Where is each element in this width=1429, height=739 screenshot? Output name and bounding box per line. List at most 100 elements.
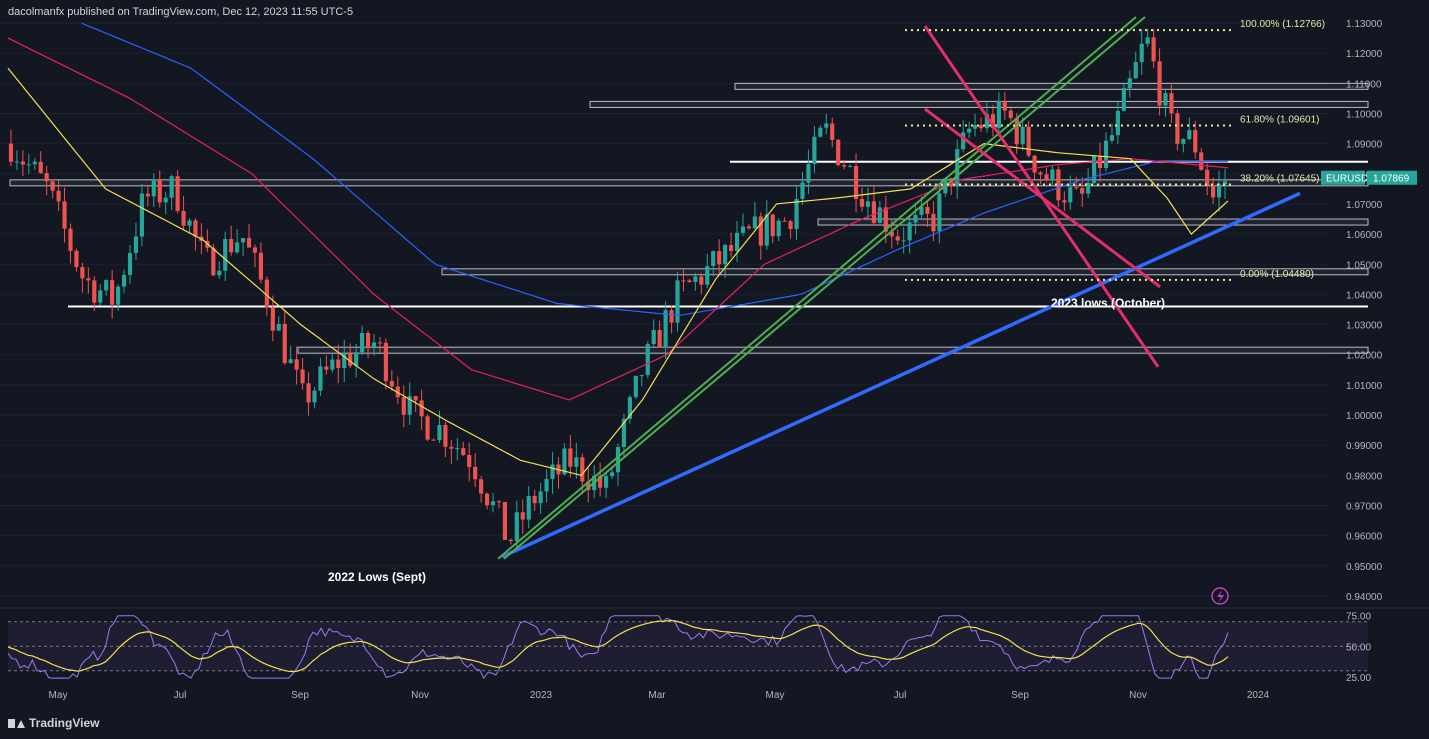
tradingview-logo[interactable]: TradingView [8,716,99,730]
candle-body [437,425,442,441]
candle-body [693,276,698,283]
candle-body [711,251,716,267]
candle-body [663,310,668,348]
candle-body [877,207,882,223]
candle-body [306,383,311,403]
candle-body [723,244,728,265]
candle-body [336,359,341,369]
candle-body [365,333,371,349]
candle-body [871,201,876,223]
ascending-channel-lower[interactable] [497,16,1137,560]
candle-body [1157,61,1162,106]
last-price-label: 1.07869 [1373,174,1410,185]
candle-body [38,161,43,174]
candle-body [1050,169,1055,181]
footer-bar [0,706,1429,739]
descending-channel-lower[interactable] [924,107,1161,289]
candle-body [1139,43,1144,63]
candle-body [1175,113,1180,144]
candle-body [1151,37,1156,62]
candle-body [996,100,1001,128]
candle-body [1163,93,1168,106]
candle-body [604,476,609,488]
candle-body [764,214,769,246]
fibonacci-retracement[interactable]: 100.00% (1.12766) 61.80% (1.09601) 38.20% … [905,19,1325,281]
candle-body [56,190,61,202]
support-resistance-zone[interactable] [297,346,1369,354]
candle-body [193,220,198,237]
candle-body [669,310,674,323]
candle-body [1211,185,1216,198]
candle-body [110,280,115,305]
candle-body [949,178,954,187]
candle-body [1020,126,1025,145]
candle-body [467,455,472,467]
candle-body [675,280,680,323]
candle-body [502,501,508,540]
candle-body [68,228,73,251]
time-tick-label: Sep [291,690,309,701]
candle-body [895,236,900,241]
price-tick-label: 1.01000 [1346,381,1383,392]
candle-body [455,448,460,450]
ascending-channel-upper[interactable] [503,16,1146,560]
chart-annotations: 2022 Lows (Sept) 2023 lows (October) [328,296,1229,605]
candle-body [187,220,192,226]
candle-body [407,396,412,415]
candle-body [681,280,686,282]
ascending-trendline[interactable] [501,191,1301,559]
candle-body [1086,182,1091,194]
trendlines[interactable] [497,16,1301,560]
time-axis[interactable]: May Jul Sep Nov 2023 Mar May Jul Sep Nov 2024 [49,690,1270,701]
fib-level-label: 38.20% (1.07645) [1240,173,1320,184]
candle-body [1205,169,1210,186]
candle-body [288,359,293,364]
candle-body [419,400,424,417]
symbol-tag-label: EURUSD [1326,174,1368,185]
candle-body [62,201,67,229]
candle-body [312,390,317,403]
candle-body [639,375,644,377]
rsi-ma-line [7,620,1229,673]
candle-body [44,173,49,182]
candle-body [913,214,918,223]
candle-body [145,193,150,197]
candle-body [752,216,757,229]
lightning-icon[interactable] [1211,587,1229,605]
candle-body [211,247,216,276]
candle-body [139,193,144,237]
fib-level-label: 61.80% (1.09601) [1240,115,1320,126]
support-resistance-zone[interactable] [441,268,1369,276]
candle-body [812,136,817,165]
candle-body [746,226,752,229]
candle-body [859,199,865,207]
candle-body [978,125,984,129]
candle-body [615,446,621,473]
candle-body [598,475,603,488]
candle-body [937,193,942,232]
candle-body [20,161,25,165]
rsi-pane: 75.00 50.00 25.00 [0,607,1429,684]
candle-body [538,491,543,504]
candle-body [1014,118,1019,145]
candle-body [532,496,537,504]
candle-body [383,342,388,382]
candle-body [1008,110,1013,119]
candle-body [8,143,14,162]
candle-body [342,353,347,369]
candle-body [967,128,972,133]
candle-body [240,238,246,243]
support-resistance-zone[interactable] [817,218,1369,226]
candle-body [1026,126,1031,156]
price-axis[interactable]: 1.130001.120001.110001.100001.090001.080… [1321,19,1417,603]
candle-body [377,342,383,344]
candle-body [252,247,258,253]
candle-body [1127,78,1132,89]
time-tick-label: 2023 [530,690,553,701]
candle-body [371,342,377,349]
tradingview-wordmark: TradingView [29,716,100,730]
candle-body [526,496,531,520]
candle-body [776,220,781,237]
candle-body [1199,152,1204,170]
